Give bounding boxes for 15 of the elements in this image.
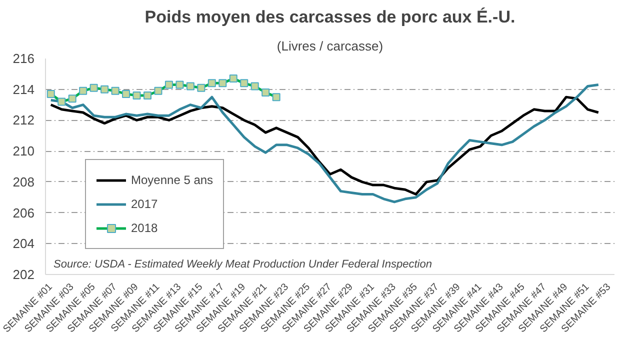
- y-tick-label: 202: [12, 267, 35, 282]
- line-series: [50, 96, 600, 196]
- y-tick-label: 210: [12, 144, 35, 159]
- y-tick-label: 216: [12, 51, 35, 66]
- y-tick-label: 212: [12, 112, 35, 128]
- legend-label: 2018: [131, 221, 158, 235]
- y-tick-label: 208: [12, 174, 35, 190]
- chart-subtitle: (Livres / carcasse): [276, 38, 384, 54]
- legend-label: Moyenne 5 ans: [131, 173, 214, 187]
- y-tick-label: 206: [12, 205, 35, 220]
- annotation: Source: USDA - Estimated Weekly Meat Production Under Federal Inspection: [54, 258, 432, 270]
- y-tick-label: 204: [12, 236, 35, 252]
- y-tick-label: 214: [12, 82, 35, 97]
- chart-title: Poids moyen des carcasses de porc aux É.-U.: [144, 6, 516, 26]
- legend-label: 2017: [131, 197, 158, 211]
